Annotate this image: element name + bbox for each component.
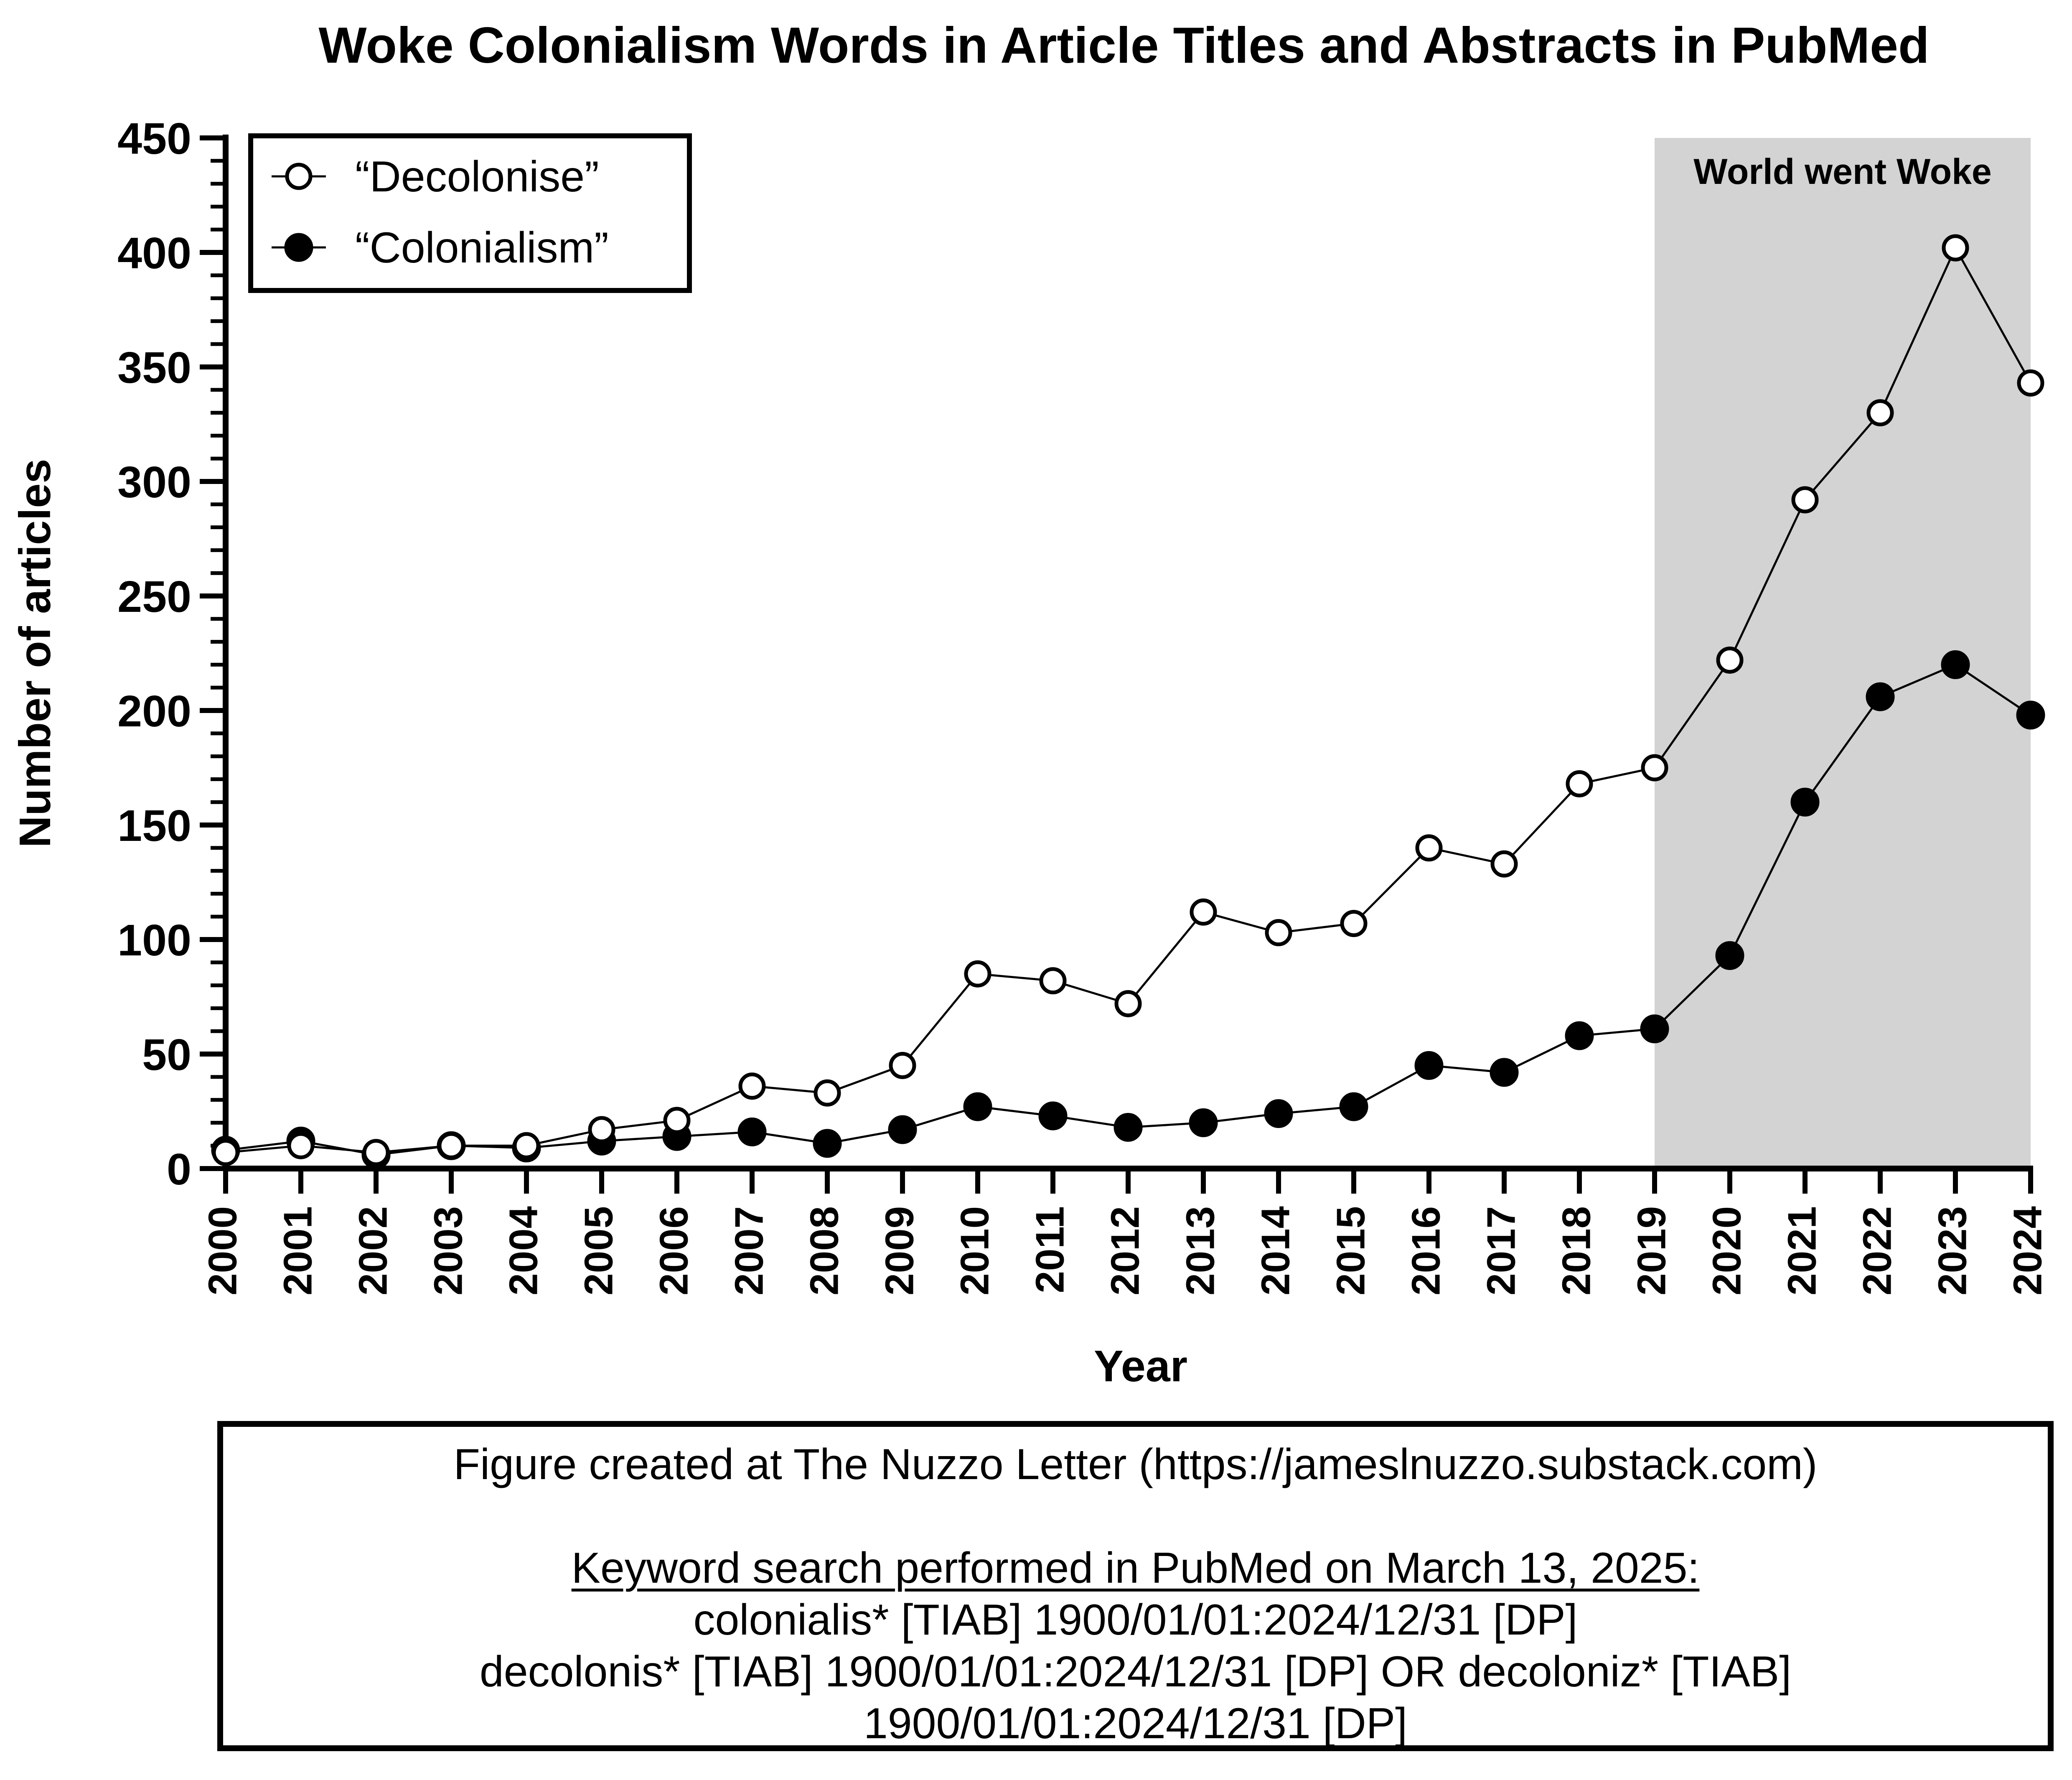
- x-tick-label: 2023: [1930, 1206, 1975, 1296]
- data-point-decolonise: [1641, 754, 1668, 782]
- data-point-decolonise: [964, 960, 992, 988]
- caption-search-heading: Keyword search performed in PubMed on Ma…: [571, 1544, 1700, 1592]
- data-point-colonialism: [1189, 1108, 1218, 1137]
- shaded-region-label: World went Woke: [1693, 152, 1992, 192]
- data-point-decolonise: [362, 1139, 390, 1166]
- y-tick-label: 350: [117, 343, 191, 392]
- x-tick-label: 2024: [2005, 1206, 2050, 1296]
- caption-query-line-3: 1900/01/01:2024/12/31 [DP]: [863, 1699, 1408, 1748]
- data-point-decolonise: [738, 1072, 766, 1100]
- x-tick-label: 2015: [1328, 1206, 1373, 1296]
- data-point-decolonise: [212, 1139, 239, 1166]
- data-point-colonialism: [1565, 1021, 1594, 1050]
- x-tick-label: 2005: [576, 1206, 621, 1296]
- data-point-colonialism: [2016, 700, 2045, 730]
- data-point-decolonise: [1340, 910, 1368, 937]
- x-tick-label: 2022: [1855, 1206, 1899, 1296]
- caption-query-line-2: decolonis* [TIAB] 1900/01/01:2024/12/31 …: [479, 1648, 1792, 1696]
- x-tick-label: 2018: [1554, 1206, 1599, 1296]
- data-point-colonialism: [963, 1092, 992, 1121]
- legend-marker-colonialism: [284, 233, 313, 262]
- x-axis: 2000 2001 2002 2003 2004 2005 2006 2007 2008 2009…: [200, 1166, 2050, 1296]
- data-point-colonialism: [1790, 787, 1820, 817]
- y-axis-label: Number of articles: [10, 459, 60, 848]
- data-point-colonialism: [1941, 650, 1970, 679]
- data-point-colonialism: [1414, 1051, 1444, 1080]
- data-point-decolonise: [1791, 486, 1819, 514]
- legend: “Decolonise” “Colonialism”: [248, 133, 692, 293]
- data-point-decolonise: [2017, 369, 2044, 397]
- y-tick-label: 450: [117, 114, 191, 163]
- data-point-decolonise: [1566, 770, 1593, 797]
- data-point-decolonise: [1415, 834, 1443, 862]
- data-point-decolonise: [1490, 850, 1518, 878]
- y-tick-label: 0: [167, 1145, 191, 1194]
- x-tick-label: 2004: [501, 1206, 546, 1296]
- series: [211, 234, 2045, 1169]
- data-point-colonialism: [737, 1117, 767, 1146]
- world-went-woke-region: [1655, 138, 2031, 1169]
- data-point-decolonise: [889, 1052, 916, 1079]
- data-point-colonialism: [1715, 941, 1744, 970]
- x-tick-label: 2001: [275, 1206, 320, 1296]
- y-tick-label: 300: [117, 458, 191, 507]
- x-tick-label: 2016: [1403, 1206, 1448, 1296]
- y-tick-label: 150: [117, 801, 191, 851]
- data-point-decolonise: [588, 1116, 615, 1143]
- data-point-decolonise: [1190, 898, 1217, 926]
- x-tick-label: 2014: [1253, 1206, 1298, 1296]
- data-point-colonialism: [888, 1115, 917, 1144]
- x-tick-label: 2021: [1780, 1206, 1824, 1296]
- data-point-decolonise: [287, 1132, 315, 1159]
- data-point-colonialism: [1866, 682, 1895, 711]
- x-tick-label: 2010: [952, 1206, 997, 1296]
- data-point-decolonise: [1039, 967, 1067, 995]
- data-point-decolonise: [1716, 646, 1744, 674]
- data-point-colonialism: [813, 1129, 842, 1158]
- line-chart: Woke Colonialism Words in Article Titles…: [10, 17, 2050, 1391]
- data-point-decolonise: [1942, 234, 1969, 262]
- y-tick-label: 250: [117, 572, 191, 621]
- data-point-decolonise: [1265, 919, 1292, 947]
- x-tick-label: 2003: [426, 1206, 470, 1296]
- x-tick-label: 2017: [1479, 1206, 1523, 1296]
- legend-marker-decolonise: [285, 163, 313, 190]
- x-tick-label: 2006: [651, 1206, 696, 1296]
- x-tick-label: 2008: [802, 1206, 847, 1296]
- data-point-colonialism: [1339, 1092, 1368, 1121]
- data-point-decolonise: [437, 1132, 465, 1159]
- x-tick-label: 2007: [727, 1206, 771, 1296]
- y-tick-label: 200: [117, 687, 191, 736]
- data-point-colonialism: [1114, 1113, 1143, 1142]
- data-point-decolonise: [663, 1107, 691, 1134]
- data-point-colonialism: [1264, 1099, 1293, 1128]
- data-point-decolonise: [513, 1132, 540, 1159]
- data-point-colonialism: [1038, 1101, 1068, 1131]
- x-tick-label: 2002: [351, 1206, 395, 1296]
- y-tick-label: 50: [142, 1030, 191, 1080]
- x-tick-label: 2012: [1103, 1206, 1147, 1296]
- y-tick-label: 100: [117, 916, 191, 965]
- x-tick-label: 2019: [1629, 1206, 1674, 1296]
- data-point-decolonise: [1114, 990, 1142, 1017]
- data-point-colonialism: [1640, 1014, 1669, 1044]
- x-tick-label: 2013: [1178, 1206, 1223, 1296]
- legend-label-decolonise: “Decolonise”: [355, 153, 599, 201]
- legend-box: [248, 133, 692, 293]
- legend-label-colonialism: “Colonialism”: [355, 224, 609, 272]
- x-tick-label: 2000: [200, 1206, 245, 1296]
- chart-title: Woke Colonialism Words in Article Titles…: [319, 17, 1930, 74]
- caption-query-line-1: colonialis* [TIAB] 1900/01/01:2024/12/31…: [693, 1596, 1578, 1644]
- caption-box: Figure created at The Nuzzo Letter (http…: [217, 1421, 2054, 1751]
- x-tick-label: 2011: [1027, 1206, 1072, 1293]
- caption-credit: Figure created at The Nuzzo Letter (http…: [453, 1440, 1818, 1489]
- x-tick-label: 2009: [877, 1206, 922, 1296]
- data-point-decolonise: [1866, 399, 1894, 427]
- y-axis: 0 50 100 150 200 250 300 350 400 450: [117, 114, 229, 1194]
- x-axis-label: Year: [1094, 1342, 1187, 1391]
- x-tick-label: 2020: [1704, 1206, 1749, 1296]
- y-tick-label: 400: [117, 229, 191, 278]
- data-point-decolonise: [814, 1079, 841, 1107]
- data-point-colonialism: [1490, 1058, 1519, 1087]
